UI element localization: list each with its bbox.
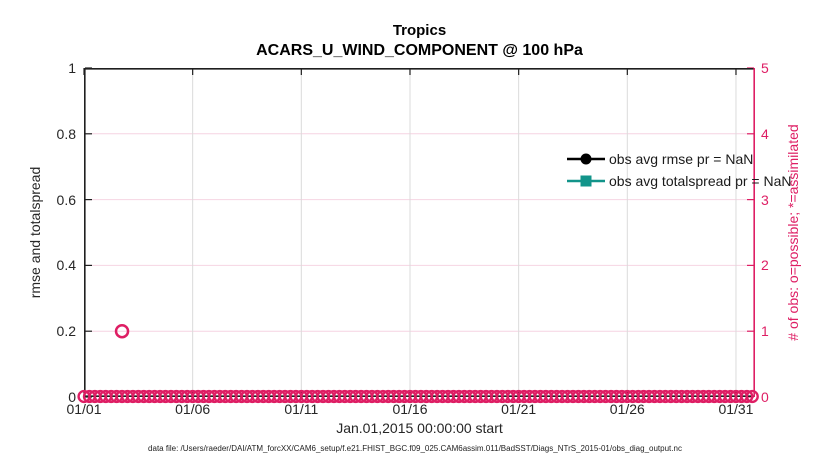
plot-title: Tropics xyxy=(392,22,447,39)
ytick-label-left: 0 xyxy=(68,389,76,405)
ytick-label-right: 3 xyxy=(761,191,769,208)
ytick-label-left: 1 xyxy=(68,60,76,76)
xtick-label: 01/11 xyxy=(284,401,319,417)
xtick-label: 01/01 xyxy=(66,401,102,417)
ytick-label-right: 1 xyxy=(761,323,769,340)
y-axis-label-left: rmse and totalspread xyxy=(27,166,43,299)
xtick-label: 01/06 xyxy=(175,401,211,417)
ytick-label-right: 2 xyxy=(761,257,769,274)
plot-area: obs avg rmse pr = NaN obs avg totalspread… xyxy=(77,67,792,404)
legend: obs avg rmse pr = NaN obs avg totalspread… xyxy=(567,148,792,192)
ytick-label-left: 0.2 xyxy=(56,323,76,340)
y-axis-label-right: # of obs: o=possible; *=assimilated xyxy=(785,124,801,341)
ytick-label-left: 0.6 xyxy=(56,191,76,208)
ytick-label-left: 0.8 xyxy=(56,125,76,142)
legend-label: obs avg rmse pr = NaN xyxy=(609,151,754,167)
legend-circle-marker-icon xyxy=(567,153,605,165)
obs-count-marker xyxy=(745,389,759,404)
plot-subtitle: ACARS_U_WIND_COMPONENT @ 100 hPa xyxy=(256,42,583,59)
ytick-label-right: 4 xyxy=(761,125,769,142)
xtick-label: 01/31 xyxy=(718,401,754,417)
legend-entry: obs avg totalspread pr = NaN xyxy=(567,170,792,192)
chart-canvas xyxy=(77,67,759,404)
obs-count-marker-nonzero xyxy=(114,323,130,339)
legend-entry: obs avg rmse pr = NaN xyxy=(567,148,792,170)
ytick-label-right: 0 xyxy=(761,389,769,405)
legend-square-marker-icon xyxy=(567,175,605,187)
obs-count-marker xyxy=(740,389,754,404)
data-file-footer: data file: /Users/raeder/DAI/ATM_forcXX/… xyxy=(148,444,682,453)
ytick-label-right: 5 xyxy=(761,60,769,76)
x-axis-label: Jan.01,2015 00:00:00 start xyxy=(336,420,503,436)
xtick-label: 01/26 xyxy=(609,401,645,417)
legend-label: obs avg totalspread pr = NaN xyxy=(609,173,792,189)
xtick-label: 01/16 xyxy=(392,401,428,417)
ytick-label-left: 0.4 xyxy=(56,257,76,274)
xtick-label: 01/21 xyxy=(501,401,537,417)
